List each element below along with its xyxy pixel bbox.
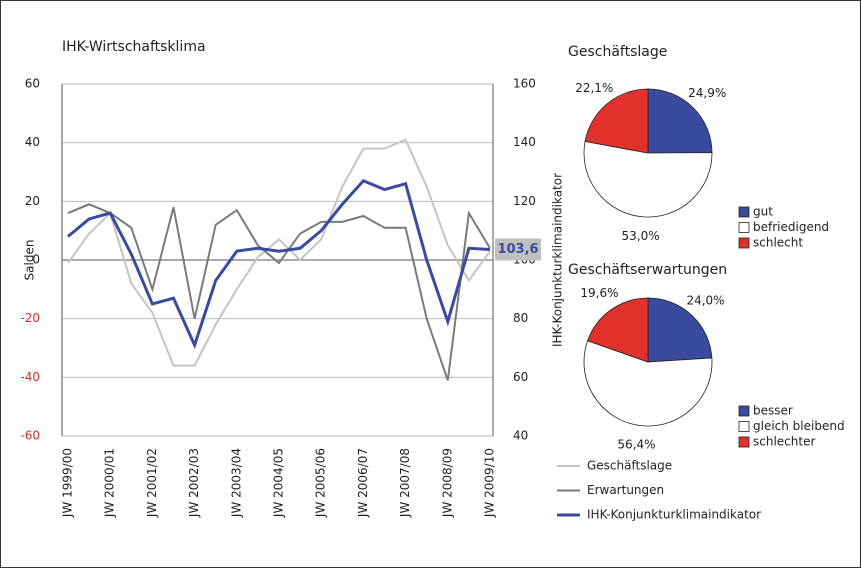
y2-tick-label: 120 <box>513 194 536 208</box>
legend-label: gut <box>753 205 773 219</box>
x-tick-label: JW 2004/05 <box>272 448 286 518</box>
legend-label: IHK-Konjunkturklimaindikator <box>587 508 761 522</box>
y2-tick-label: 160 <box>513 77 536 91</box>
legend-swatch <box>738 222 750 233</box>
x-tick-label: JW 2005/06 <box>314 448 328 518</box>
line-series <box>67 138 491 367</box>
pie-slice <box>647 297 713 363</box>
line-series <box>67 203 491 381</box>
pie-slice <box>647 88 713 154</box>
legend-swatch <box>738 421 750 432</box>
y2-tick-label: 140 <box>513 135 536 149</box>
x-tick-label: JW 2009/10 <box>483 448 497 518</box>
y-axis-label: Salden <box>23 240 37 281</box>
pie-slice <box>583 340 713 427</box>
y-tick-label: 60 <box>25 77 40 91</box>
legend-label: schlechter <box>753 435 815 449</box>
line-series <box>67 179 491 350</box>
pie-value-label: 53,0% <box>622 229 660 243</box>
legend-swatch <box>738 237 750 249</box>
legend-swatch <box>738 206 750 218</box>
y-tick-label: 20 <box>25 194 40 208</box>
pie-value-label: 24,0% <box>686 293 724 307</box>
y2-tick-label: 80 <box>513 311 528 325</box>
x-tick-label: JW 1999/00 <box>61 448 75 518</box>
pie-slice <box>584 88 649 154</box>
y-tick-label: -60 <box>20 429 40 443</box>
x-tick-label: JW 2000/01 <box>103 448 117 518</box>
x-tick-label: JW 2001/02 <box>145 448 159 518</box>
pie-value-label: 22,1% <box>575 81 613 95</box>
legend-swatch <box>738 436 750 448</box>
legend-label: schlecht <box>753 236 803 250</box>
x-tick-label: JW 2003/04 <box>229 448 243 518</box>
x-tick-label: JW 2007/08 <box>398 448 412 518</box>
legend-label: Geschäftslage <box>587 459 672 473</box>
pie-value-label: 19,6% <box>580 286 618 300</box>
y2-tick-label: 40 <box>513 429 528 443</box>
pie-slice <box>583 140 713 218</box>
legend-label: besser <box>753 404 793 418</box>
legend-swatch <box>738 405 750 417</box>
legend-label: Erwartungen <box>587 483 664 497</box>
y2-tick-label: 60 <box>513 370 528 384</box>
x-tick-label: JW 2008/09 <box>440 448 454 518</box>
chart-title: IHK-Wirtschaftsklima <box>62 39 206 55</box>
y-tick-label: 40 <box>25 135 40 149</box>
pie-title: Geschäftserwartungen <box>568 262 727 278</box>
pie-title: Geschäftslage <box>568 44 667 60</box>
x-tick-label: JW 2006/07 <box>356 448 370 518</box>
legend-label: gleich bleibend <box>753 419 845 433</box>
y-tick-label: 0 <box>32 253 40 267</box>
value-label-box <box>495 238 541 261</box>
x-tick-label: JW 2002/03 <box>187 448 201 518</box>
y-tick-label: -40 <box>20 370 40 384</box>
pie-slice <box>587 297 649 363</box>
y2-axis-label: IHK-Konjunkturklimaindikator <box>551 173 565 347</box>
value-label: 103,6 <box>497 242 538 257</box>
y-tick-label: -20 <box>20 311 40 325</box>
legend-label: befriedigend <box>753 220 829 234</box>
pie-value-label: 56,4% <box>617 438 655 452</box>
pie-value-label: 24,9% <box>688 86 726 100</box>
